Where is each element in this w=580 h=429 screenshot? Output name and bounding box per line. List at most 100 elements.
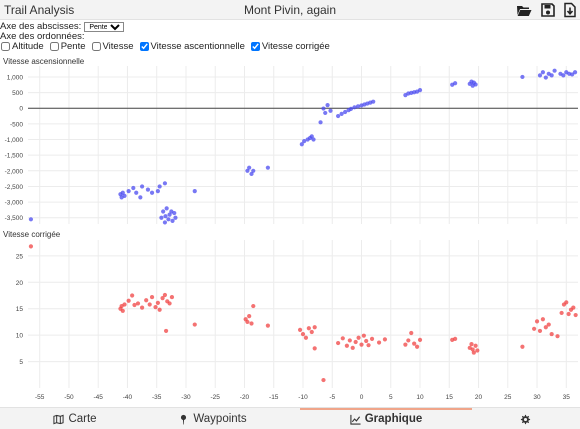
altitude-label: Altitude xyxy=(12,41,44,52)
data-point xyxy=(309,134,314,139)
y-tick-label: -2,500 xyxy=(5,184,24,191)
data-point xyxy=(352,105,357,110)
data-point xyxy=(340,336,345,341)
data-point xyxy=(414,344,420,349)
data-point xyxy=(453,81,458,86)
save-icon[interactable] xyxy=(540,2,556,18)
data-point xyxy=(162,292,168,298)
option-altitude[interactable]: Altitude xyxy=(0,41,44,52)
data-point xyxy=(303,335,309,340)
data-point xyxy=(138,195,143,200)
data-point xyxy=(309,329,314,335)
data-point xyxy=(564,300,569,305)
map-icon xyxy=(53,414,65,424)
data-point xyxy=(546,322,551,327)
top-bar: Trail Analysis Mont Pivin, again xyxy=(0,0,580,20)
data-point xyxy=(537,73,543,78)
option-vitesse-ascentionnelle[interactable]: Vitesse ascentionnelle xyxy=(139,41,245,52)
data-point xyxy=(153,305,158,310)
data-point xyxy=(561,73,566,78)
data-point xyxy=(473,343,478,348)
data-point xyxy=(157,307,162,312)
y-tick-label: 20 xyxy=(16,280,24,287)
x-axis-label: Axe des abscisses: xyxy=(0,21,82,32)
data-point xyxy=(122,193,127,198)
data-point xyxy=(520,344,525,349)
data-point xyxy=(469,342,474,347)
altitude-checkbox[interactable] xyxy=(1,42,10,51)
x-tick-label: 5 xyxy=(389,394,393,401)
y-tick-label: 0 xyxy=(19,106,23,113)
vitesse-checkbox[interactable] xyxy=(91,42,101,51)
x-tick-label: 20 xyxy=(475,394,483,401)
data-point xyxy=(135,301,141,306)
data-point xyxy=(155,300,160,305)
data-point xyxy=(355,104,361,109)
data-point xyxy=(161,209,166,214)
data-point xyxy=(134,190,139,195)
data-point xyxy=(192,189,197,194)
data-point xyxy=(543,75,548,80)
y-series-options: Altitude Pente Vitesse Vitesse ascention… xyxy=(0,41,335,52)
data-point xyxy=(412,341,417,346)
vitesse-corrigee-checkbox[interactable] xyxy=(250,42,260,51)
tab-waypoints-label: Waypoints xyxy=(193,413,247,425)
data-point xyxy=(306,326,311,331)
data-point xyxy=(164,206,169,211)
data-point xyxy=(371,99,376,104)
x-tick-label: -20 xyxy=(240,394,250,401)
data-point xyxy=(139,184,145,189)
data-point xyxy=(247,314,252,319)
data-point xyxy=(336,113,341,119)
chart-title: Vitesse corrigée xyxy=(3,230,61,239)
data-point xyxy=(555,334,560,339)
folder-open-icon[interactable] xyxy=(516,2,532,18)
data-point xyxy=(336,340,341,346)
data-point xyxy=(299,142,304,147)
x-tick-label: 10 xyxy=(416,394,424,401)
tab-waypoints[interactable]: Waypoints xyxy=(155,408,270,429)
data-point xyxy=(475,348,480,353)
option-pente[interactable]: Pente xyxy=(49,41,86,52)
x-axis-select[interactable]: Pente xyxy=(84,21,125,32)
pin-icon xyxy=(181,414,187,425)
data-point xyxy=(540,317,545,322)
data-point xyxy=(120,190,125,195)
tab-settings[interactable] xyxy=(505,408,545,429)
data-point xyxy=(311,137,316,142)
tab-carte[interactable]: Carte xyxy=(20,408,130,429)
option-vitesse[interactable]: Vitesse xyxy=(91,41,134,52)
y-tick-label: 25 xyxy=(16,253,24,260)
x-tick-label: 25 xyxy=(504,394,512,401)
data-point xyxy=(571,305,576,310)
data-point xyxy=(471,350,476,355)
x-tick-label: -25 xyxy=(211,394,221,401)
y-tick-label: 10 xyxy=(16,333,24,340)
data-point xyxy=(470,347,475,352)
y-tick-label: -500 xyxy=(10,121,23,128)
tab-graphique[interactable]: Graphique xyxy=(330,408,442,429)
data-point xyxy=(155,189,160,194)
data-point xyxy=(573,312,578,318)
data-point xyxy=(532,326,537,331)
data-point xyxy=(265,323,270,328)
vitesse-ascentionnelle-checkbox[interactable] xyxy=(139,42,149,51)
active-tab-indicator xyxy=(300,408,472,410)
data-point xyxy=(247,165,252,170)
export-icon[interactable] xyxy=(562,2,578,18)
option-vitesse-corrigee[interactable]: Vitesse corrigée xyxy=(250,41,330,52)
chart-icon xyxy=(350,414,361,425)
data-point xyxy=(559,310,564,316)
data-point xyxy=(131,185,136,191)
data-point xyxy=(366,343,371,348)
tab-graphique-label: Graphique xyxy=(364,413,423,425)
data-point xyxy=(145,187,151,192)
data-point xyxy=(328,108,333,113)
data-point xyxy=(566,311,571,317)
data-point xyxy=(126,189,131,194)
app-title: Trail Analysis xyxy=(4,3,75,17)
data-point xyxy=(167,301,172,306)
data-point xyxy=(167,212,172,217)
x-tick-label: 35 xyxy=(563,394,571,401)
pente-checkbox[interactable] xyxy=(49,42,59,51)
